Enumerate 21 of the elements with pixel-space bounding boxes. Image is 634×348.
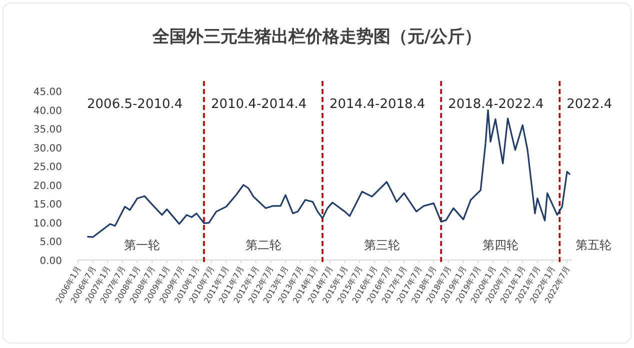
y-tick-label: 0.00 — [40, 256, 62, 267]
annotation: 第一轮 — [124, 238, 160, 252]
annotation: 2014.4-2018.4 — [330, 97, 426, 112]
annotation: 2006.5-2010.4 — [87, 97, 183, 112]
text: 第五轮 — [576, 238, 612, 252]
annotation: 2010.4-2014.4 — [210, 97, 307, 112]
y-tick-label: 35.00 — [33, 124, 62, 136]
chart-title: 全国外三元生猪出栏价格走势图（元/公斤） — [151, 27, 482, 47]
annotation: 2018.4-2022.4 — [448, 97, 544, 112]
annotation: 第四轮 — [482, 238, 518, 252]
y-tick-label: 10.00 — [33, 218, 62, 230]
annotation: 第三轮 — [364, 238, 400, 252]
y-tick-label: 15.00 — [33, 200, 62, 211]
y-tick-label: 40.00 — [33, 106, 62, 117]
annotation: 2022.4 — [566, 97, 612, 112]
y-tick-label: 5.00 — [40, 237, 62, 248]
annotation: 第二轮 — [245, 238, 282, 252]
y-tick-label: 20.00 — [33, 180, 62, 192]
y-tick-label: 30.00 — [33, 143, 62, 154]
y-tick-label: 25.00 — [33, 162, 62, 174]
y-tick-label: 45.00 — [33, 87, 62, 98]
